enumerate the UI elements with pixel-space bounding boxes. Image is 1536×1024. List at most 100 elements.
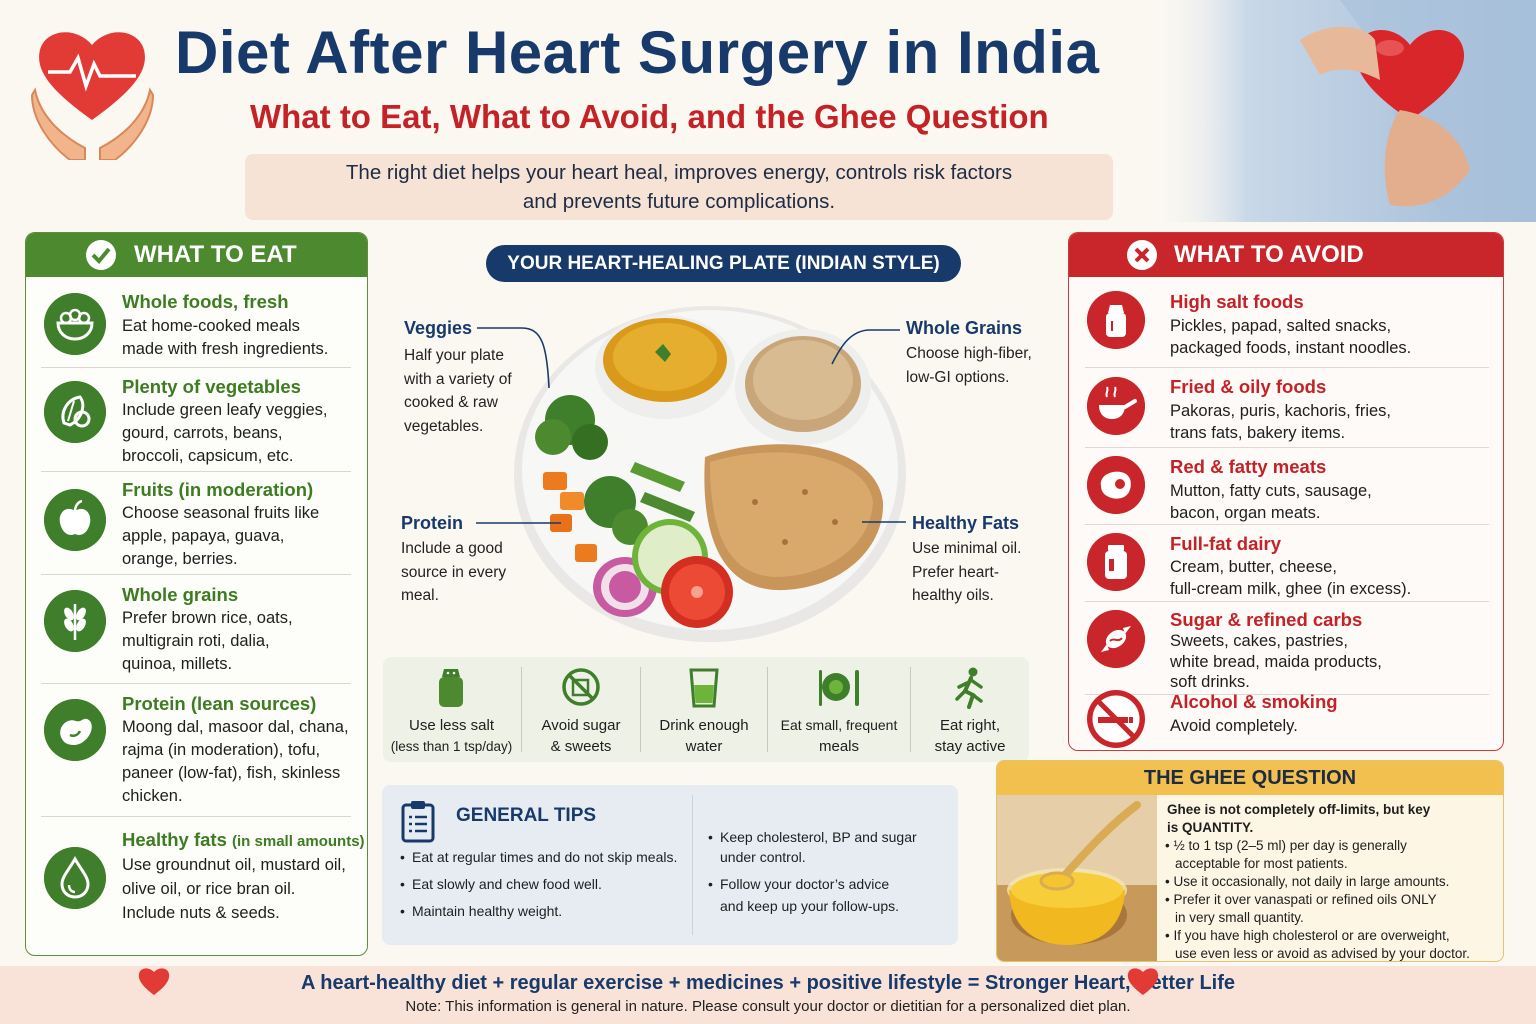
eat-item-title: Healthy fats (in small amounts)	[122, 829, 365, 851]
intro-line: The right diet helps your heart heal, im…	[345, 161, 1013, 184]
desc-line: Include nuts & seeds.	[122, 904, 280, 922]
avoid-item-desc: Pakoras, puris, kachoris, fries, trans f…	[1170, 400, 1391, 444]
ghee-line: use even less or avoid as advised by you…	[1175, 945, 1470, 961]
general-tips-panel: GENERAL TIPS Eat at regular times and do…	[382, 785, 958, 945]
plate-label-fats: Healthy Fats	[912, 513, 1020, 533]
eat-item-desc: Include green leafy veggies, gourd, carr…	[122, 399, 327, 468]
ghee-bullet: • Use it occasionally, not daily in larg…	[1165, 873, 1449, 891]
title-suffix: (in small amounts)	[232, 833, 365, 850]
avoid-item-desc: Cream, butter, cheese, full-cream milk, …	[1170, 556, 1411, 600]
avoid-item-title: Red & fatty meats	[1170, 456, 1327, 477]
habit-label: Eat right, stay active	[911, 715, 1029, 757]
eat-item-desc: Eat home-cooked meals made with fresh in…	[122, 315, 328, 361]
plate-label-grains: Whole Grains	[906, 318, 1023, 338]
tips-divider	[692, 795, 693, 935]
ghee-line: • Prefer it over vanaspati or refined oi…	[1165, 892, 1437, 907]
footer-note: Note: This information is general in nat…	[405, 998, 1131, 1015]
intro-line: and prevents future complications.	[522, 190, 836, 213]
avoid-item-desc: Pickles, papad, salted snacks, packaged …	[1170, 315, 1411, 359]
desc-line: Moong dal, masoor dal, chana,	[122, 718, 349, 736]
desc-line: healthy oils.	[912, 587, 994, 604]
eat-item-title: Whole grains	[122, 584, 239, 605]
vegetables-icon	[44, 381, 106, 443]
ghee-bullet: • If you have high cholesterol or are ov…	[1165, 927, 1470, 961]
eat-item-title: Plenty of vegetables	[122, 376, 301, 397]
candy-icon	[1087, 610, 1145, 668]
tip-item: Eat at regular times and do not skip mea…	[400, 847, 677, 867]
plate-title: YOUR HEART-HEALING PLATE (INDIAN STYLE)	[486, 245, 961, 282]
divider	[1085, 447, 1489, 448]
desc-line: Pakoras, puris, kachoris, fries,	[1170, 402, 1391, 420]
no-smoking-icon	[1087, 690, 1145, 748]
desc-line: Include green leafy veggies,	[122, 401, 328, 419]
salt-icon	[1087, 291, 1145, 349]
plate-desc-fats: Use minimal oil. Prefer heart- healthy o…	[912, 537, 1021, 608]
avoid-item-title: Alcohol & smoking	[1170, 691, 1338, 712]
eat-item-desc: Prefer brown rice, oats, multigrain roti…	[122, 607, 293, 676]
divider	[1085, 601, 1489, 602]
desc-line: cooked & raw	[404, 394, 498, 411]
habit-line: (less than 1 tsp/day)	[390, 739, 513, 754]
habit-line: stay active	[934, 738, 1006, 755]
habit-line: Eat right,	[939, 717, 1001, 734]
divider	[41, 367, 351, 368]
apple-icon	[44, 489, 106, 551]
habit-label: Use less salt (less than 1 tsp/day)	[383, 715, 520, 757]
water-glass-icon	[689, 668, 719, 708]
wheat-icon	[44, 590, 106, 652]
plate-label-protein: Protein	[401, 513, 464, 533]
desc-line: Choose seasonal fruits like	[122, 504, 320, 522]
plate-desc-protein: Include a good source in every meal.	[401, 537, 506, 608]
habit-divider	[767, 667, 768, 752]
ghee-bullet: • ½ to 1 tsp (2–5 ml) per day is general…	[1165, 837, 1407, 872]
habit-line: Drink enough	[659, 717, 749, 734]
ghee-line: • If you have high cholesterol or are ov…	[1165, 928, 1450, 943]
oil-drop-icon	[44, 847, 106, 909]
habit-line: Use less salt	[408, 717, 495, 734]
ghee-intro: Ghee is not completely off-limits, but k…	[1167, 801, 1430, 836]
divider	[1085, 694, 1489, 695]
eat-item-title: Fruits (in moderation)	[122, 479, 314, 500]
desc-line: meal.	[401, 587, 439, 604]
plate-desc-veggies: Half your plate with a variety of cooked…	[404, 344, 512, 438]
desc-line: Prefer heart-	[912, 563, 1000, 581]
tip-item: Maintain healthy weight.	[400, 901, 562, 921]
habit-line: & sweets	[550, 738, 612, 755]
tip-line: under control.	[720, 849, 806, 865]
ghee-line: • ½ to 1 tsp (2–5 ml) per day is general…	[1165, 838, 1407, 853]
leader-line	[831, 329, 900, 365]
footer: A heart-healthy diet + regular exercise …	[0, 966, 1536, 1024]
what-to-avoid-title: WHAT TO AVOID	[1174, 241, 1364, 268]
desc-line: Include a good	[401, 540, 503, 557]
desc-line: multigrain roti, dalia,	[122, 632, 270, 650]
desc-line: orange, berries.	[122, 550, 238, 568]
page-subtitle: What to Eat, What to Avoid, and the Ghee…	[250, 98, 1049, 135]
leader-line	[476, 522, 561, 524]
habit-divider	[910, 667, 911, 752]
tip-item: Eat slowly and chew food well.	[400, 874, 602, 894]
desc-line: olive oil, or rice bran oil.	[122, 880, 296, 898]
desc-line: Prefer brown rice, oats,	[122, 609, 293, 627]
habit-label: Avoid sugar & sweets	[522, 715, 640, 757]
desc-line: apple, papaya, guava,	[122, 527, 285, 545]
desc-line: packaged foods, instant noodles.	[1170, 339, 1412, 357]
ghee-question-title: THE GHEE QUESTION	[997, 761, 1503, 795]
eat-item-desc: Choose seasonal fruits like apple, papay…	[122, 502, 319, 571]
divider	[1085, 524, 1489, 525]
avoid-item-desc: Mutton, fatty cuts, sausage, bacon, orga…	[1170, 480, 1372, 524]
what-to-avoid-header: WHAT TO AVOID	[1069, 233, 1503, 277]
habit-item: Eat right, stay active	[911, 657, 1029, 762]
desc-line: Eat home-cooked meals	[122, 317, 300, 335]
plate-desc-grains: Choose high-fiber, low-GI options.	[906, 342, 1032, 389]
divider	[41, 683, 351, 684]
avoid-item-desc: Sweets, cakes, pastries, white bread, ma…	[1170, 631, 1382, 693]
x-circle-icon	[1127, 240, 1157, 270]
tip-item: Keep cholesterol, BP and sugar under con…	[708, 827, 917, 867]
habit-line: Avoid sugar	[541, 717, 621, 734]
page-title: Diet After Heart Surgery in India	[175, 19, 1100, 86]
desc-line: Mutton, fatty cuts, sausage,	[1170, 482, 1372, 500]
habits-bar: Use less salt (less than 1 tsp/day) Avoi…	[383, 657, 1029, 762]
habit-label: Eat small, frequent meals	[768, 715, 910, 757]
general-tips-title: GENERAL TIPS	[456, 805, 597, 826]
ghee-bullet: • Prefer it over vanaspati or refined oi…	[1165, 891, 1437, 926]
